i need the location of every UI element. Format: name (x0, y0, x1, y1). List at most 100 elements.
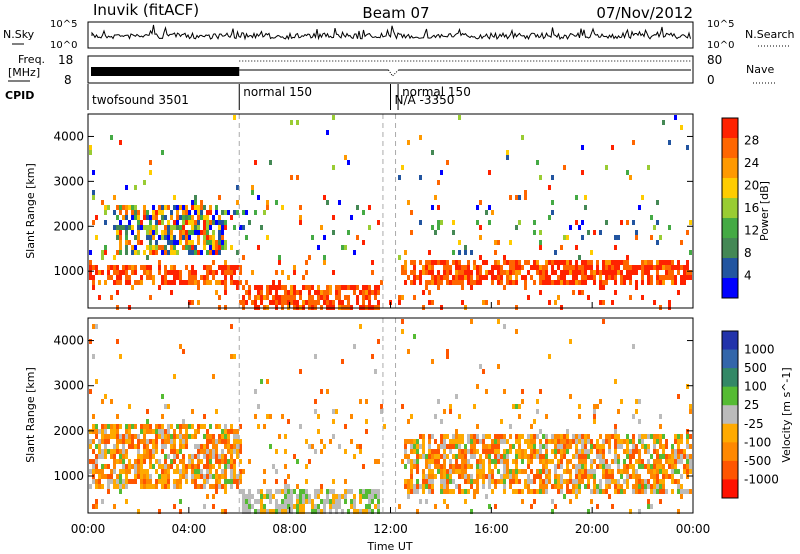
heat-cell (200, 205, 203, 210)
heat-cell (494, 484, 497, 489)
heat-cell (464, 499, 467, 504)
heat-cell (542, 479, 545, 484)
heat-cell (404, 280, 407, 285)
heat-cell (200, 484, 203, 489)
heat-cell (575, 270, 578, 275)
heat-cell (230, 484, 233, 489)
heat-cell (266, 489, 269, 494)
heat-cell (629, 175, 632, 180)
heat-cell (533, 489, 536, 494)
heat-cell (122, 270, 125, 275)
heat-cell (662, 260, 665, 265)
heat-cell (176, 469, 179, 474)
heat-cell (338, 285, 341, 290)
heat-cell (608, 469, 611, 474)
heat-cell (344, 155, 347, 160)
heat-cell (248, 494, 251, 499)
heat-cell (443, 489, 446, 494)
heat-cell (662, 469, 665, 474)
heat-cell (533, 449, 536, 454)
heat-cell (335, 409, 338, 414)
heat-cell (287, 484, 290, 489)
heat-cell (374, 489, 377, 494)
heat-cell (92, 170, 95, 175)
heat-cell (158, 245, 161, 250)
heat-cell (590, 449, 593, 454)
heat-cell (503, 454, 506, 459)
heat-cell (554, 479, 557, 484)
heat-cell (548, 185, 551, 190)
heat-cell (605, 484, 608, 489)
heat-cell (653, 265, 656, 270)
heat-cell (578, 434, 581, 439)
heat-cell (626, 275, 629, 280)
heat-cell (368, 295, 371, 300)
nave-tick-top: 80 (707, 53, 722, 67)
heat-cell (203, 504, 206, 509)
heat-cell (155, 424, 158, 429)
heat-cell (422, 454, 425, 459)
heat-cell (362, 300, 365, 305)
heat-cell (686, 469, 689, 474)
heat-cell (167, 469, 170, 474)
heat-cell (167, 235, 170, 240)
heat-cell (98, 479, 101, 484)
heat-cell (125, 250, 128, 255)
heat-cell (377, 300, 380, 305)
heat-cell (149, 454, 152, 459)
heat-cell (596, 444, 599, 449)
colorbar-segment (722, 158, 738, 179)
heat-cell (626, 479, 629, 484)
heat-cell (362, 285, 365, 290)
heat-cell (188, 280, 191, 285)
heat-cell (413, 270, 416, 275)
heat-cell (248, 459, 251, 464)
heat-cell (647, 165, 650, 170)
heat-cell (371, 509, 374, 514)
heat-cell (443, 474, 446, 479)
heat-cell (110, 454, 113, 459)
heat-cell (197, 484, 200, 489)
heat-cell (173, 235, 176, 240)
heat-cell (113, 270, 116, 275)
heat-cell (443, 484, 446, 489)
heat-cell (185, 429, 188, 434)
heat-cell (317, 504, 320, 509)
heat-cell (314, 489, 317, 494)
heat-cell (293, 270, 296, 275)
heat-cell (329, 504, 332, 509)
heat-cell (437, 275, 440, 280)
heat-cell (368, 499, 371, 504)
heat-cell (569, 459, 572, 464)
heat-cell (422, 469, 425, 474)
heat-cell (149, 240, 152, 245)
heat-cell (224, 245, 227, 250)
heat-cell (518, 454, 521, 459)
heat-cell (239, 270, 242, 275)
heat-cell (410, 280, 413, 285)
heat-cell (488, 444, 491, 449)
heat-cell (98, 270, 101, 275)
heat-cell (485, 210, 488, 215)
heat-cell (182, 469, 185, 474)
heat-cell (404, 270, 407, 275)
heat-cell (164, 275, 167, 280)
heat-cell (605, 489, 608, 494)
heat-cell (341, 245, 344, 250)
heat-cell (443, 270, 446, 275)
heat-cell (209, 265, 212, 270)
heat-cell (335, 499, 338, 504)
heat-cell (419, 220, 422, 225)
heat-cell (599, 300, 602, 305)
heat-cell (542, 454, 545, 459)
heat-cell (626, 469, 629, 474)
heat-cell (218, 439, 221, 444)
heat-cell (551, 280, 554, 285)
heat-cell (341, 494, 344, 499)
heat-cell (632, 414, 635, 419)
heat-cell (275, 449, 278, 454)
heat-cell (338, 494, 341, 499)
heat-cell (155, 444, 158, 449)
heat-cell (254, 300, 257, 305)
heat-cell (242, 295, 245, 300)
